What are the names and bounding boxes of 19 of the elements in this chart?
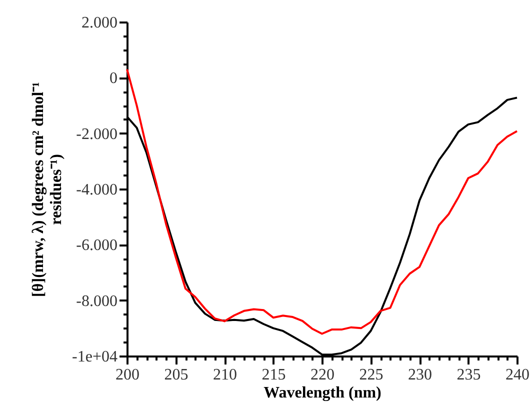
y-tick-label: -6.000 <box>76 237 118 254</box>
x-axis-title: Wavelength (nm) <box>264 384 382 402</box>
x-tick-label: 225 <box>359 366 384 384</box>
y-tick-label: -2.000 <box>76 126 118 143</box>
line-series <box>126 68 518 335</box>
y-tick-label: -8.000 <box>76 292 118 310</box>
y-tick-label: -4.000 <box>76 182 118 198</box>
y-axis-title: [θ](mrw, λ) (degrees cm² dmol⁻¹ residues⁻¹) <box>30 82 66 297</box>
x-tick-label: 200 <box>116 366 140 384</box>
x-tick-label: 235 <box>456 366 481 384</box>
x-tick-label: 210 <box>213 366 237 384</box>
x-tick-label: 220 <box>310 366 334 384</box>
x-tick-label: 205 <box>164 366 188 384</box>
x-tick-label: 240 <box>506 366 530 384</box>
y-tick-label: -1e+04 <box>72 348 118 366</box>
x-tick-label: 230 <box>408 366 432 384</box>
x-tick-label: 215 <box>262 366 286 384</box>
y-tick-label: 2.000 <box>82 14 118 32</box>
y-tick-label: 0 <box>110 70 118 88</box>
